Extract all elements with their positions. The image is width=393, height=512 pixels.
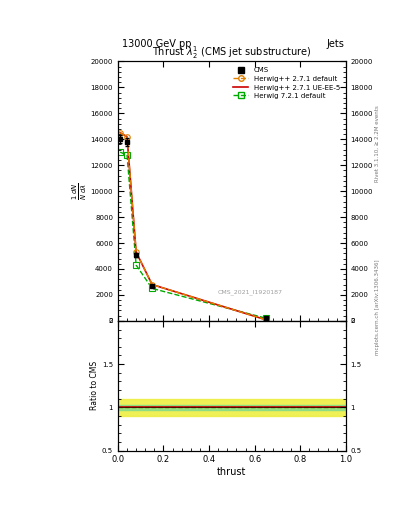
Title: Thrust $\lambda_2^1$ (CMS jet substructure): Thrust $\lambda_2^1$ (CMS jet substructu… [152,45,312,61]
Text: mcplots.cern.ch [arXiv:1306.3436]: mcplots.cern.ch [arXiv:1306.3436] [375,260,380,355]
Text: 13000 GeV pp: 13000 GeV pp [122,38,191,49]
Y-axis label: Ratio to CMS: Ratio to CMS [90,361,99,410]
Y-axis label: $\frac{1}{N}\frac{dN}{d\lambda}$: $\frac{1}{N}\frac{dN}{d\lambda}$ [71,182,89,200]
Legend: CMS, Herwig++ 2.7.1 default, Herwig++ 2.7.1 UE-EE-5, Herwig 7.2.1 default: CMS, Herwig++ 2.7.1 default, Herwig++ 2.… [231,65,342,101]
Text: Jets: Jets [326,38,344,49]
X-axis label: thrust: thrust [217,467,246,477]
Text: CMS_2021_I1920187: CMS_2021_I1920187 [218,289,283,295]
Text: Rivet 3.1.10, ≥ 2.2M events: Rivet 3.1.10, ≥ 2.2M events [375,105,380,182]
